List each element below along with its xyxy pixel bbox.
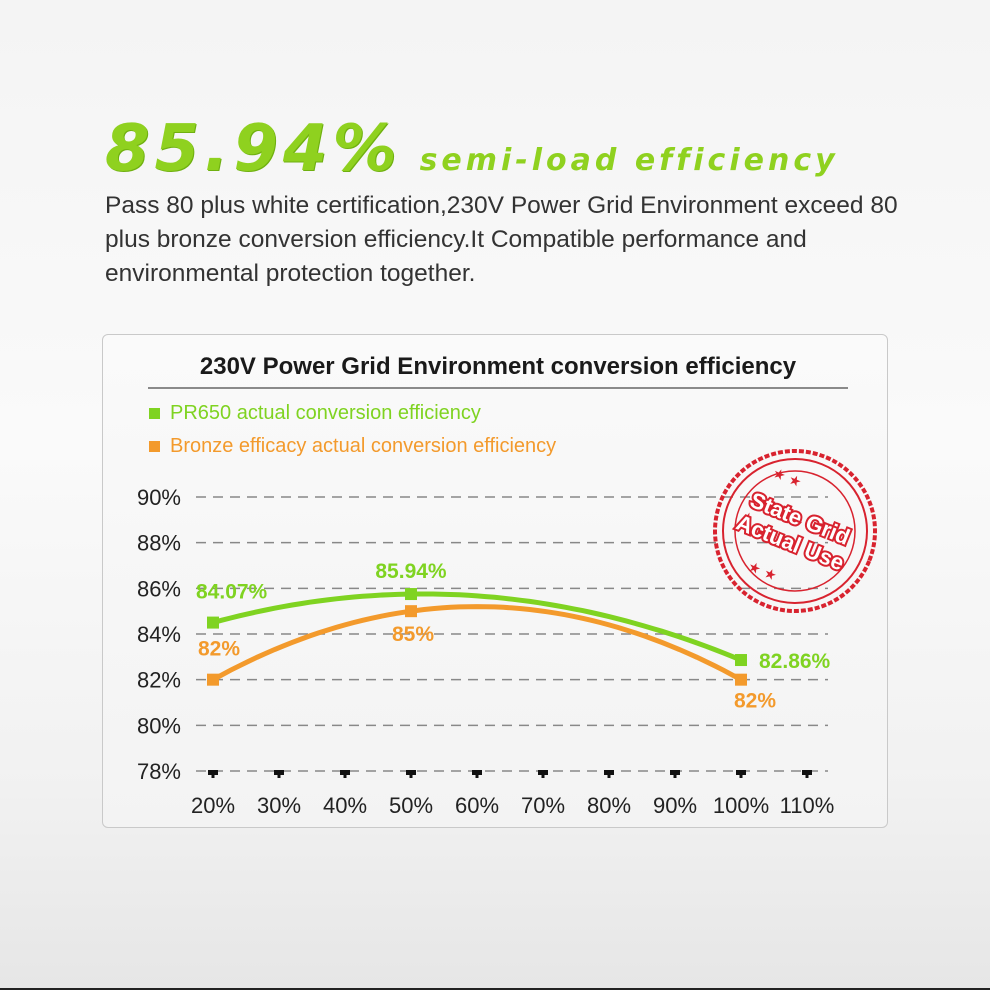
series-line-pr650 [210,591,744,663]
x-tick-label: 40% [323,793,367,818]
x-tick-label: 80% [587,793,631,818]
x-tick-label: 70% [521,793,565,818]
x-tick-stem [805,773,809,778]
legend-label-bronze: Bronze efficacy actual conversion effici… [170,435,557,457]
headline-number: 85.94% [105,112,402,186]
x-tick-stem [607,773,611,778]
y-tick-label: 88% [137,531,181,556]
x-tick-label: 90% [653,793,697,818]
x-tick-mark [670,770,680,775]
data-label: 82.86% [759,650,831,673]
x-tick-stem [343,773,347,778]
series-line-bronze [210,604,744,683]
x-tick-label: 50% [389,793,433,818]
x-tick-stem [409,773,413,778]
stamp-star-icon: ★ ★ [770,465,803,491]
data-point-marker [405,588,417,601]
x-tick-stem [475,773,479,778]
x-tick-label: 110% [780,793,835,818]
data-point-marker [735,673,747,686]
y-tick-label: 78% [137,759,181,784]
headline-subtitle: semi-load efficiency [419,143,839,178]
chart-title: 230V Power Grid Environment conversion e… [148,349,848,389]
legend-swatch-orange [149,441,160,452]
x-tick-mark [274,770,284,775]
y-tick-label: 90% [137,485,181,510]
x-tick-mark [538,770,548,775]
x-tick-mark [472,770,482,775]
headline: 85.94% semi-load efficiency [105,112,839,192]
y-tick-label: 80% [137,713,181,738]
data-point-marker [207,673,219,686]
footer-divider [0,988,990,990]
x-tick-label: 100% [713,793,769,818]
legend-swatch-green [149,408,160,419]
x-tick-stem [673,773,677,778]
x-tick-mark [340,770,350,775]
state-grid-stamp: ★ ★ ★ ★ State Grid Actual Use [713,449,877,613]
x-tick-label: 60% [455,793,499,818]
data-label: 85% [392,623,434,646]
x-tick-mark [736,770,746,775]
legend-item-bronze: Bronze efficacy actual conversion effici… [149,435,556,458]
x-tick-label: 30% [257,793,301,818]
data-point-marker [207,616,219,629]
legend-item-pr650: PR650 actual conversion efficiency [149,402,481,425]
chart-panel: 230V Power Grid Environment conversion e… [102,334,888,828]
x-tick-label: 20% [191,793,235,818]
x-tick-stem [211,773,215,778]
data-point-marker [735,654,747,667]
x-tick-stem [739,773,743,778]
legend-label-pr650: PR650 actual conversion efficiency [170,402,481,424]
line-chart: 90% 88% 86% 84% 82% 80% 78% 20% 30% 40% 50% 60% 70% 8… [137,449,877,818]
data-point-marker [405,605,417,618]
x-tick-mark [802,770,812,775]
y-tick-label: 82% [137,668,181,693]
x-tick-mark [406,770,416,775]
data-label: 85.94% [375,560,447,583]
data-label: 82% [198,638,240,661]
x-tick-mark [604,770,614,775]
data-label: 84.07% [196,581,268,604]
y-tick-label: 84% [137,622,181,647]
data-label: 82% [734,690,776,713]
description: Pass 80 plus white certification,230V Po… [105,192,898,287]
x-tick-mark [208,770,218,775]
y-tick-label: 86% [137,576,181,601]
x-tick-stem [277,773,281,778]
x-tick-stem [541,773,545,778]
